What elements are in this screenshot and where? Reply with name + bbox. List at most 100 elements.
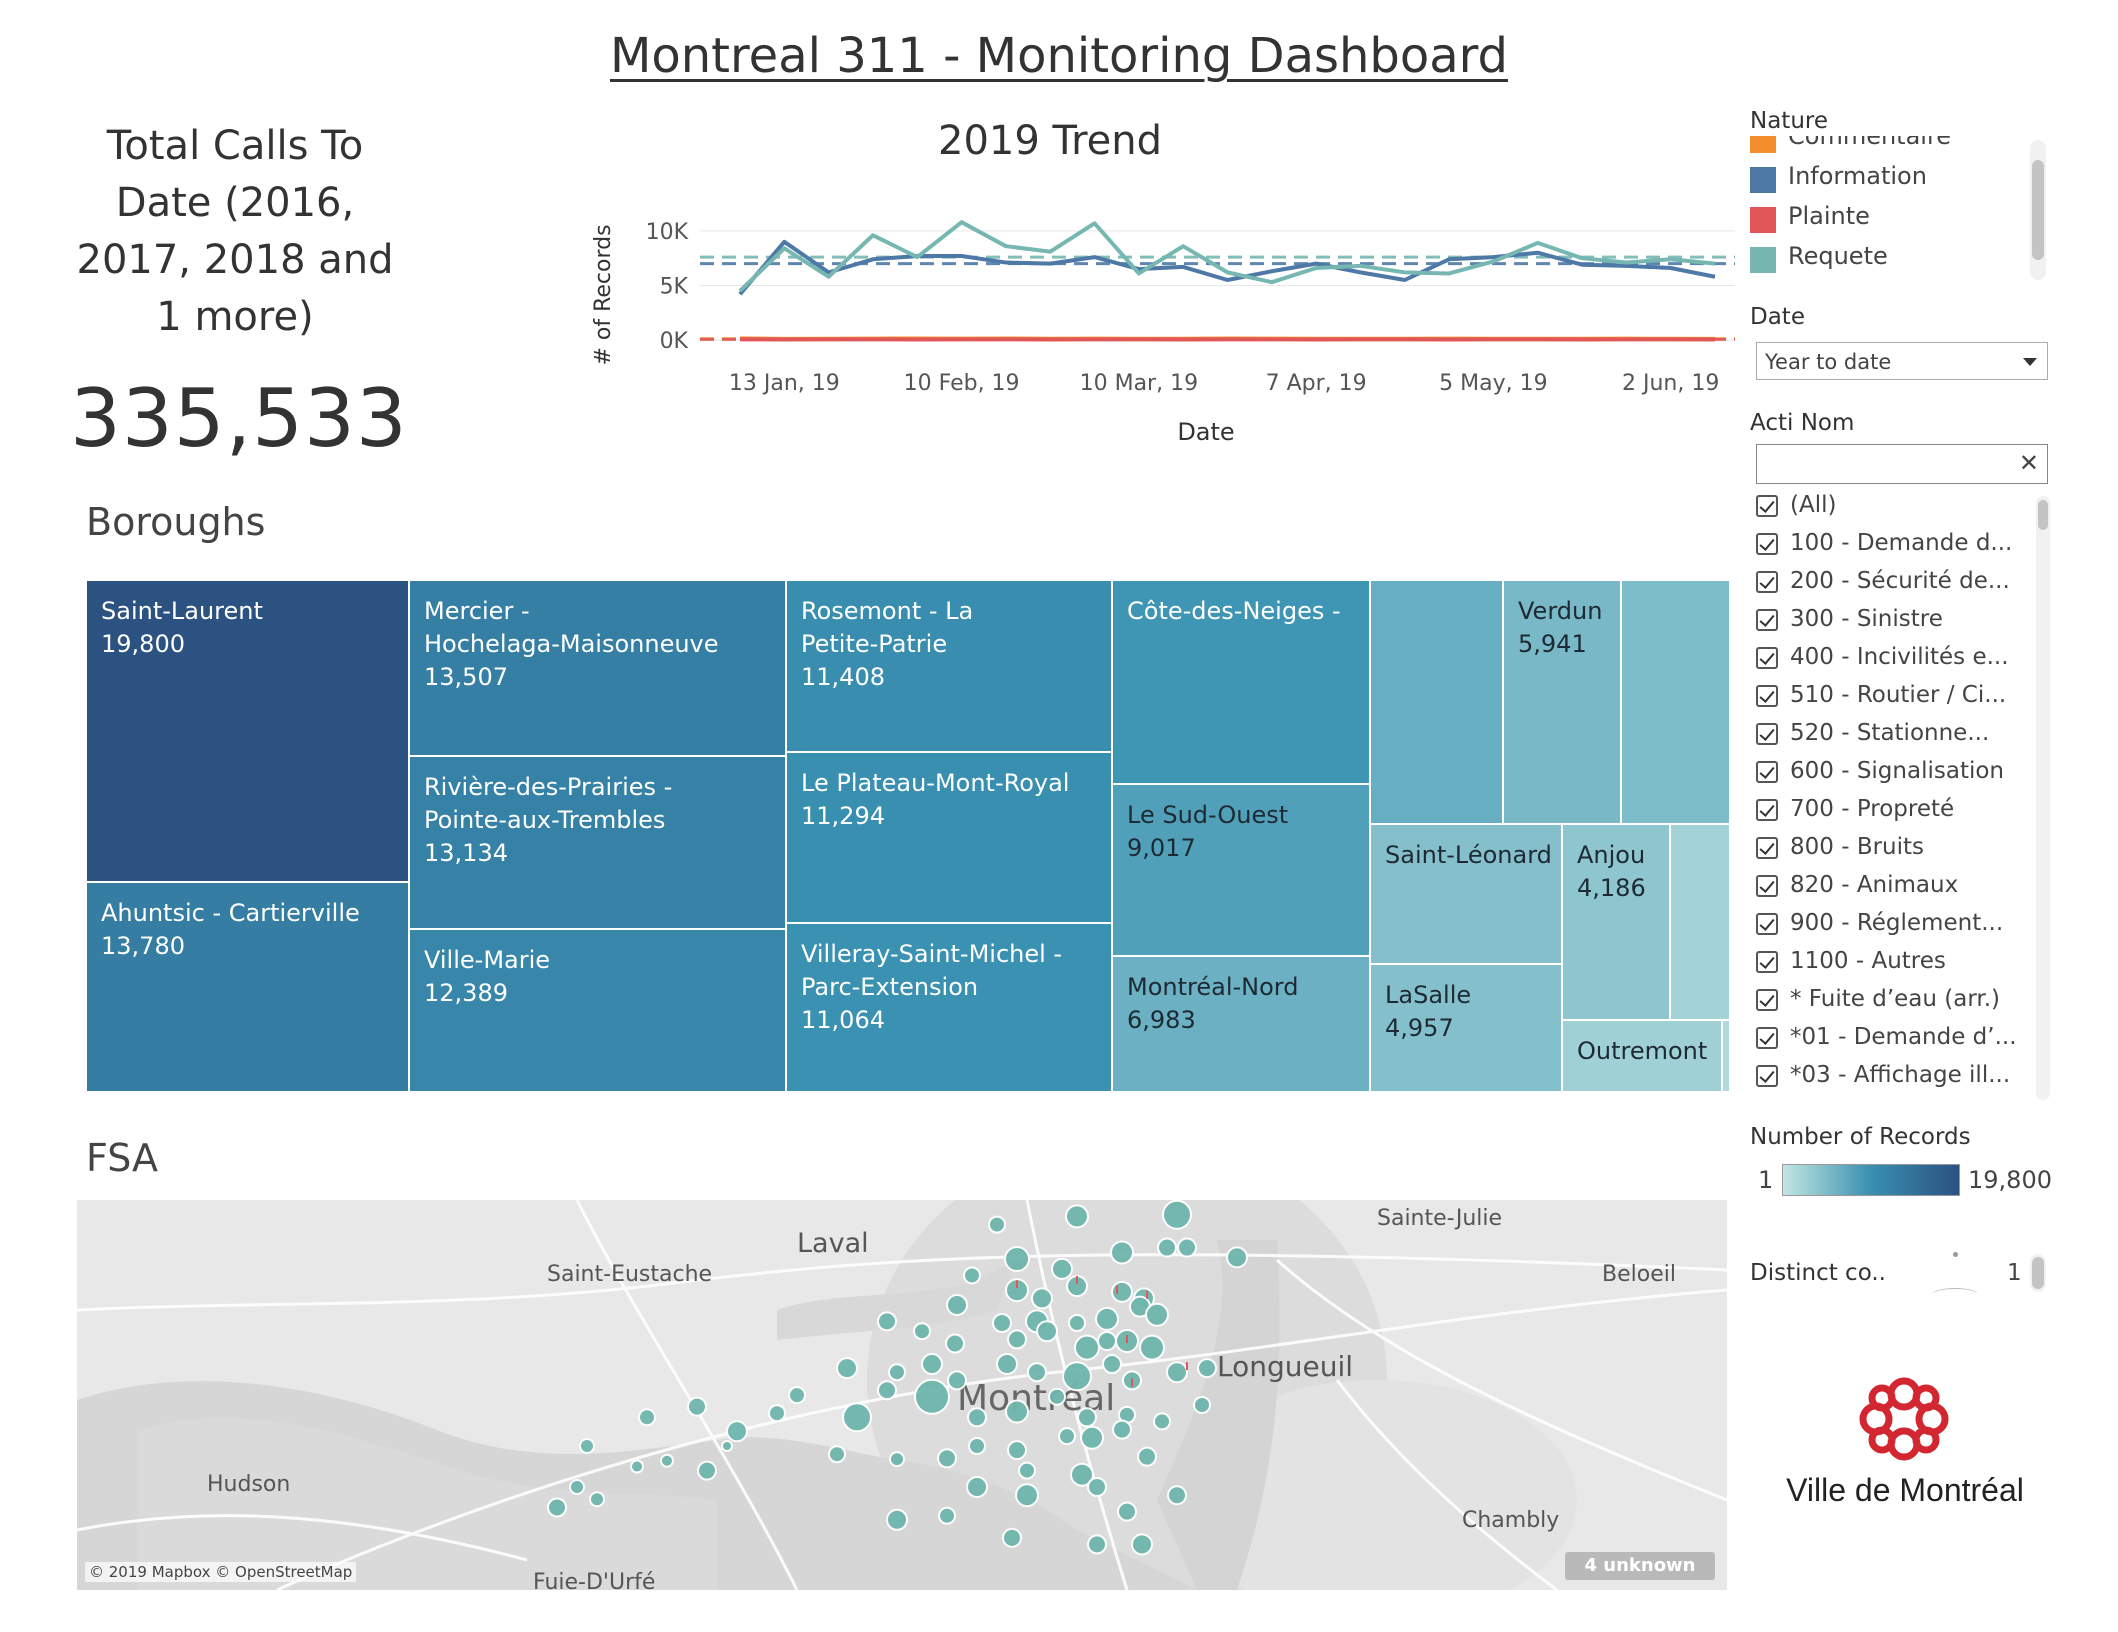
acti-search-input[interactable]: ✕ bbox=[1756, 444, 2048, 484]
borough-cell[interactable]: Anjou 4,186 bbox=[1562, 824, 1670, 1020]
checkbox-checked-icon[interactable] bbox=[1756, 646, 1778, 669]
borough-cell[interactable] bbox=[1621, 580, 1730, 824]
borough-cell[interactable] bbox=[1370, 580, 1503, 824]
borough-cell[interactable]: Rivière-des-Prairies - Pointe-aux-Trembl… bbox=[409, 756, 786, 929]
fsa-bubble bbox=[1226, 1246, 1248, 1269]
borough-cell[interactable]: Villeray-Saint-Michel - Parc-Extension 11… bbox=[786, 923, 1112, 1092]
fsa-bubble bbox=[1004, 1246, 1030, 1273]
checkbox-checked-icon[interactable] bbox=[1756, 684, 1778, 707]
checkbox-checked-icon[interactable] bbox=[1756, 836, 1778, 859]
fsa-bubbles[interactable] bbox=[77, 1200, 1727, 1590]
fsa-map[interactable]: Laval Saint-Eustache Sainte-Julie Beloei… bbox=[77, 1200, 1727, 1590]
date-filter-value: Year to date bbox=[1765, 350, 1892, 374]
borough-cell[interactable]: Saint-Laurent 19,800 bbox=[86, 580, 409, 882]
records-legend-title: Number of Records bbox=[1750, 1124, 1971, 1150]
y-tick-label: 5K bbox=[660, 274, 689, 299]
checkbox-checked-icon[interactable] bbox=[1756, 494, 1778, 517]
acti-checkbox-item[interactable]: 820 - Animaux bbox=[1756, 872, 1958, 902]
acti-checkbox-item[interactable]: 600 - Signalisation bbox=[1756, 758, 2004, 788]
legend-item-plainte[interactable]: Plainte bbox=[1750, 202, 1870, 233]
acti-checkbox-list[interactable]: (All) 100 - Demande d... 200 - Sécurité de… bbox=[1750, 492, 2030, 1100]
trend-line-chart[interactable]: # of Records 10K 5K 0K 13 Jan, 19 10 Feb, 1… bbox=[580, 190, 1740, 450]
checkbox-checked-icon[interactable] bbox=[1756, 1026, 1778, 1049]
checkbox-checked-icon[interactable] bbox=[1756, 608, 1778, 631]
acti-checkbox-item[interactable]: * Fuite d’eau (arr.) bbox=[1756, 986, 2000, 1016]
clear-search-icon[interactable]: ✕ bbox=[2018, 449, 2039, 477]
fsa-bubble bbox=[1111, 1280, 1133, 1303]
borough-cell[interactable] bbox=[1722, 1020, 1730, 1092]
map-label-beloeil: Beloeil bbox=[1602, 1262, 1676, 1287]
acti-list-scroll-thumb[interactable] bbox=[2038, 500, 2048, 530]
borough-cell[interactable]: Saint-Léonard bbox=[1370, 824, 1562, 964]
borough-value: 4,957 bbox=[1385, 1014, 1454, 1042]
nature-legend-scrollbar[interactable] bbox=[2030, 140, 2046, 280]
fsa-bubble bbox=[1027, 1362, 1047, 1383]
x-axis-label: Date bbox=[1177, 418, 1234, 446]
fsa-bubble bbox=[877, 1380, 897, 1401]
map-attribution[interactable]: © 2019 Mapbox © OpenStreetMap bbox=[85, 1562, 357, 1582]
checkbox-checked-icon[interactable] bbox=[1756, 532, 1778, 555]
acti-checkbox-item[interactable]: 200 - Sécurité de... bbox=[1756, 568, 2010, 598]
date-filter-select[interactable]: Year to date bbox=[1756, 342, 2048, 380]
acti-checkbox-item[interactable]: 700 - Propreté bbox=[1756, 796, 1954, 826]
legend-item-commentaire[interactable]: Commentaire bbox=[1750, 136, 1951, 153]
acti-checkbox-item[interactable]: 100 - Demande d... bbox=[1756, 530, 2012, 560]
fsa-bubble bbox=[1077, 1407, 1097, 1428]
borough-cell[interactable]: LaSalle 4,957 bbox=[1370, 964, 1562, 1092]
acti-checkbox-item[interactable]: 1100 - Autres bbox=[1756, 948, 1946, 978]
distinct-legend-scrollbar[interactable] bbox=[2030, 1254, 2046, 1292]
borough-cell[interactable]: Le Plateau-Mont-Royal 11,294 bbox=[786, 752, 1112, 923]
borough-cell[interactable]: Verdun 5,941 bbox=[1503, 580, 1621, 824]
acti-checkbox-label: 300 - Sinistre bbox=[1790, 606, 1943, 632]
fsa-bubble bbox=[1193, 1396, 1211, 1414]
boroughs-treemap[interactable]: Saint-Laurent 19,800 Ahuntsic - Cartiervil… bbox=[86, 580, 1730, 1092]
borough-name: Saint-Léonard bbox=[1385, 841, 1552, 869]
chevron-down-icon[interactable] bbox=[2023, 358, 2037, 366]
distinct-legend-value: 1 bbox=[2007, 1260, 2022, 1286]
borough-cell[interactable]: Montréal-Nord 6,983 bbox=[1112, 956, 1370, 1092]
fsa-bubble bbox=[877, 1311, 897, 1332]
borough-cell[interactable]: Ahuntsic - Cartierville 13,780 bbox=[86, 882, 409, 1092]
borough-cell[interactable]: Outremont bbox=[1562, 1020, 1722, 1092]
nature-legend[interactable]: Commentaire Information Plainte Requete bbox=[1750, 136, 2030, 286]
borough-cell[interactable]: Côte-des-Neiges - bbox=[1112, 580, 1370, 784]
legend-item-requete[interactable]: Requete bbox=[1750, 242, 1888, 273]
checkbox-checked-icon[interactable] bbox=[1756, 760, 1778, 783]
acti-checkbox-item[interactable]: *03 - Affichage ill... bbox=[1756, 1062, 2010, 1092]
checkbox-checked-icon[interactable] bbox=[1756, 1064, 1778, 1087]
fsa-bubble bbox=[768, 1404, 786, 1423]
checkbox-checked-icon[interactable] bbox=[1756, 988, 1778, 1011]
unknown-locations-badge[interactable]: 4 unknown bbox=[1565, 1552, 1715, 1580]
distinct-legend-scroll-thumb[interactable] bbox=[2032, 1257, 2044, 1289]
checkbox-checked-icon[interactable] bbox=[1756, 912, 1778, 935]
checkbox-checked-icon[interactable] bbox=[1756, 722, 1778, 745]
checkbox-checked-icon[interactable] bbox=[1756, 950, 1778, 973]
acti-checkbox-item[interactable]: 520 - Stationne... bbox=[1756, 720, 1989, 750]
checkbox-checked-icon[interactable] bbox=[1756, 874, 1778, 897]
fsa-bubble bbox=[1167, 1485, 1187, 1506]
borough-name: Outremont bbox=[1577, 1037, 1708, 1065]
acti-checkbox-item[interactable]: (All) bbox=[1756, 492, 1836, 522]
legend-item-information[interactable]: Information bbox=[1750, 162, 1927, 193]
acti-checkbox-item[interactable]: 510 - Routier / Ci... bbox=[1756, 682, 2006, 712]
borough-cell[interactable]: Rosemont - La Petite-Patrie 11,408 bbox=[786, 580, 1112, 752]
borough-name: Rivière-des-Prairies - Pointe-aux-Trembl… bbox=[424, 773, 673, 834]
fsa-bubble bbox=[1139, 1334, 1165, 1361]
borough-cell[interactable]: Mercier - Hochelaga-Maisonneuve 13,507 bbox=[409, 580, 786, 756]
map-label-hudson: Hudson bbox=[207, 1472, 291, 1497]
nature-legend-title: Nature bbox=[1750, 108, 1828, 134]
borough-cell[interactable]: Ville-Marie 12,389 bbox=[409, 929, 786, 1092]
acti-checkbox-item[interactable]: 800 - Bruits bbox=[1756, 834, 1924, 864]
acti-checkbox-item[interactable]: *01 - Demande d’... bbox=[1756, 1024, 2017, 1054]
borough-label: Rosemont - La Petite-Patrie 11,408 bbox=[801, 595, 973, 694]
acti-checkbox-item[interactable]: 300 - Sinistre bbox=[1756, 606, 1943, 636]
acti-list-scrollbar[interactable] bbox=[2036, 496, 2050, 1100]
acti-checkbox-item[interactable]: 400 - Incivilités e... bbox=[1756, 644, 2009, 674]
borough-cell[interactable]: Le Sud-Ouest 9,017 bbox=[1112, 784, 1370, 956]
checkbox-checked-icon[interactable] bbox=[1756, 798, 1778, 821]
checkbox-checked-icon[interactable] bbox=[1756, 570, 1778, 593]
nature-legend-scroll-thumb[interactable] bbox=[2032, 160, 2044, 260]
borough-name: Verdun bbox=[1518, 597, 1603, 625]
borough-cell[interactable] bbox=[1670, 824, 1730, 1020]
acti-checkbox-item[interactable]: 900 - Réglement... bbox=[1756, 910, 2003, 940]
